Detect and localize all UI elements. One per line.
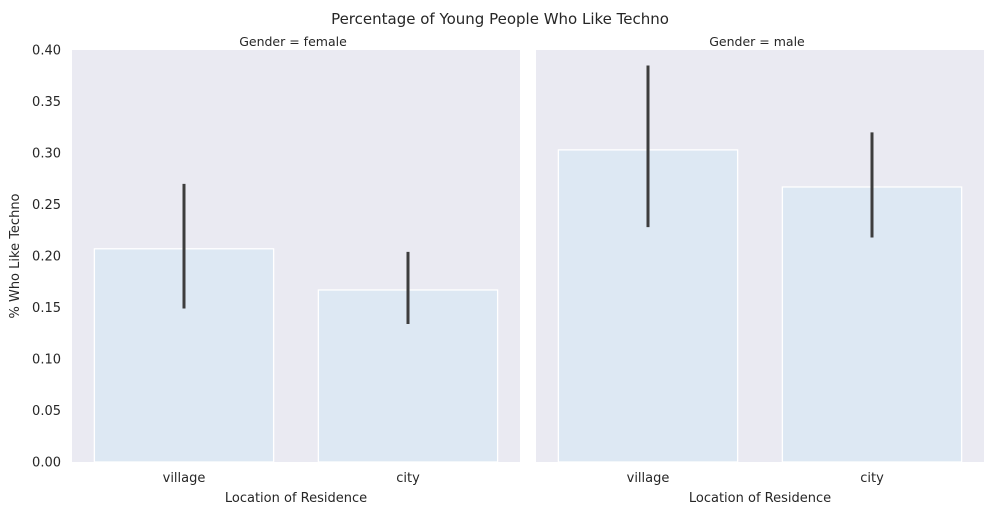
y-tick-label: 0.15 xyxy=(32,301,61,316)
panel-title: Gender = male xyxy=(709,34,805,49)
x-tick-label: village xyxy=(163,471,206,486)
y-tick-label: 0.20 xyxy=(32,250,61,265)
x-tick-label: city xyxy=(396,471,420,486)
x-axis-label: Location of Residence xyxy=(225,491,367,506)
y-tick-label: 0.10 xyxy=(32,353,61,368)
y-tick-label: 0.25 xyxy=(32,198,61,213)
x-tick-label: village xyxy=(627,471,670,486)
y-tick-label: 0.00 xyxy=(32,456,61,471)
y-tick-label: 0.05 xyxy=(32,404,61,419)
chart-title: Percentage of Young People Who Like Tech… xyxy=(331,10,669,28)
y-axis-label: % Who Like Techno xyxy=(8,193,23,318)
x-axis-label: Location of Residence xyxy=(689,491,831,506)
y-tick-label: 0.30 xyxy=(32,147,61,162)
panel-title: Gender = female xyxy=(239,34,347,49)
y-tick-label: 0.35 xyxy=(32,95,61,110)
x-tick-label: city xyxy=(860,471,884,486)
y-tick-label: 0.40 xyxy=(32,44,61,59)
